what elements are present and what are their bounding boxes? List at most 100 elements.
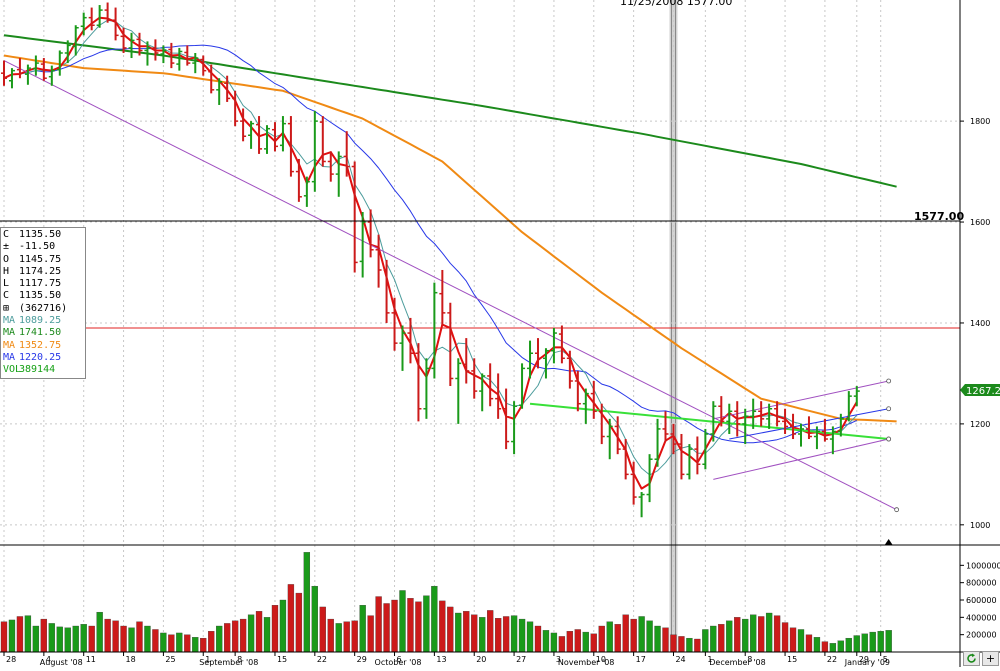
x-tick-label: 8 [237, 655, 242, 664]
ohlc-bar [774, 401, 781, 427]
ohlc-bar [519, 363, 526, 409]
refresh-glyph [967, 653, 976, 663]
month-label: January '09 [844, 658, 890, 667]
ohlc-bar [447, 302, 454, 387]
volume-bar [558, 636, 566, 653]
ohlc-bar [80, 12, 87, 36]
volume-bar [32, 625, 40, 653]
volume-bar [447, 606, 454, 653]
volume-bar [295, 592, 303, 653]
readout-value: 389144 [19, 364, 56, 376]
month-label: November '08 [558, 658, 615, 667]
volume-bar [64, 627, 71, 653]
ma-20-line [3, 44, 858, 444]
ohlc-bar [327, 151, 334, 182]
volume-bar [168, 634, 175, 653]
readout-key: L [3, 278, 10, 290]
ohlc-bar [582, 388, 589, 424]
volume-bar [726, 620, 733, 653]
price-tick-label: 1800 [970, 117, 990, 126]
ohlc-bar [343, 131, 350, 177]
volume-bar [750, 614, 757, 653]
ohlc-bar [168, 42, 175, 69]
volume-bar [534, 625, 542, 653]
volume-bar [463, 611, 470, 653]
ohlc-bar [112, 7, 119, 41]
ohlc-bar [367, 209, 374, 258]
ohlc-bar [534, 338, 541, 369]
readout-value: 1135.50 [19, 229, 62, 240]
ohlc-bar [232, 90, 239, 127]
ohlc-bar [208, 64, 215, 94]
volume-bar [375, 596, 382, 653]
ohlc-bar [726, 403, 733, 434]
readout-row: ± -11.50 [3, 241, 83, 253]
end-marker [884, 539, 893, 545]
x-tick-label: 25 [165, 655, 175, 664]
trendline-anchor [886, 436, 892, 442]
ohlc-bar [734, 401, 741, 437]
volume-bar [845, 637, 852, 653]
ohlc-bar [845, 391, 852, 422]
volume-bar [72, 625, 79, 653]
volume-bar [200, 637, 207, 653]
volume-bar [415, 601, 422, 653]
volume-tick-label: 200000 [966, 631, 997, 640]
volume-bar [80, 624, 87, 653]
volume-bar [710, 625, 717, 653]
volume-tick-label: 400000 [966, 613, 997, 622]
volume-bar [654, 625, 661, 653]
ohlc-bar [415, 343, 422, 422]
volume-bar [96, 611, 103, 653]
ohlc-bar [837, 413, 844, 437]
volume-bar [112, 620, 119, 653]
ohlc-bar [24, 64, 31, 85]
ohlc-bar [248, 121, 255, 149]
marker-value-label: 1577.00 [914, 210, 964, 223]
volume-bar [88, 625, 95, 653]
readout-key: MA [3, 315, 16, 327]
ma-3-line [3, 16, 858, 490]
ohlc-bar [511, 401, 518, 455]
ohlc-bar [152, 39, 159, 61]
trendline-anchor [886, 378, 892, 384]
legend-row: VOL389144 [3, 364, 83, 376]
volume-bar [431, 585, 438, 653]
ohlc-bar [120, 27, 127, 53]
ohlc-bar [439, 269, 446, 326]
ohlc-bar [48, 65, 55, 86]
volume-bar [646, 620, 653, 653]
ohlc-bar [40, 58, 47, 81]
ohlc-bar [279, 116, 286, 152]
readout-key: ± [3, 241, 10, 253]
volume-bar [216, 625, 223, 653]
trendline [3, 60, 897, 511]
x-tick-label: 1 [205, 655, 210, 664]
volume-bar [494, 618, 502, 653]
price-tick-label: 1000 [970, 521, 990, 530]
trendline [713, 380, 889, 420]
x-tick-label: 15 [277, 655, 287, 664]
month-label: September '08 [199, 658, 258, 667]
refresh-icon[interactable] [963, 651, 980, 666]
ohlc-bar [718, 396, 725, 427]
readout-value: 1741.50 [19, 327, 62, 339]
ohlc-bar [542, 348, 549, 379]
volume-bar [837, 640, 844, 653]
zoom-in-button[interactable]: + [982, 651, 999, 666]
ohlc-bar [399, 325, 406, 371]
volume-bar [48, 623, 55, 653]
current-price-label: 1267.2 [966, 386, 1000, 397]
volume-bar [869, 631, 876, 653]
volume-bar [582, 631, 589, 653]
ohlc-bar [303, 176, 310, 207]
volume-bar [590, 633, 597, 653]
volume-bar [526, 621, 534, 653]
volume-bar [598, 625, 605, 653]
volume-bar [781, 622, 789, 653]
volume-bar [8, 619, 16, 653]
ohlc-bar [829, 426, 836, 455]
readout-key: VOL [3, 364, 22, 376]
x-tick-label: 13 [436, 655, 446, 664]
volume-bar [487, 610, 494, 653]
